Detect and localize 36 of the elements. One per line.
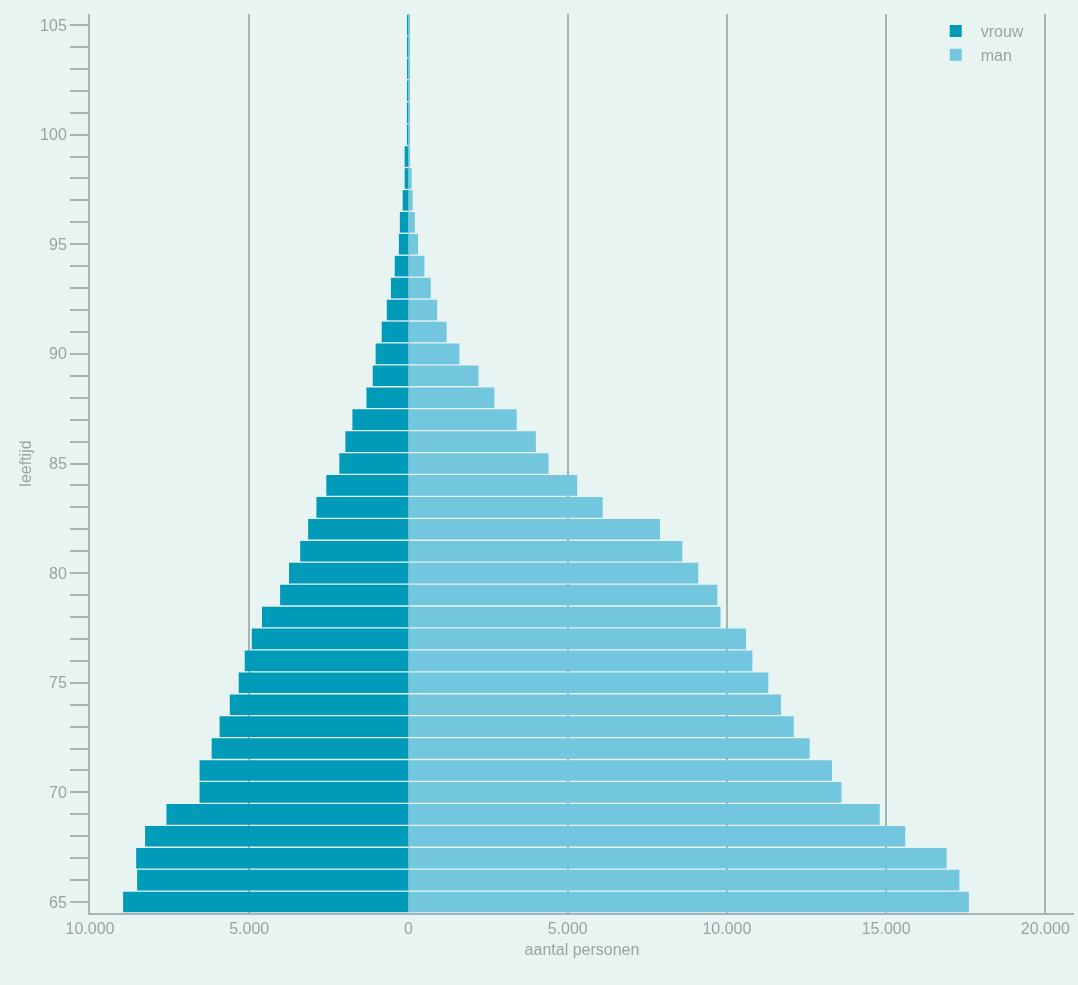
- bar: [390, 277, 409, 299]
- bar: [408, 299, 438, 321]
- bar: [251, 628, 409, 650]
- bar: [123, 891, 409, 913]
- y-axis-title: leeftijd: [17, 440, 35, 487]
- bar: [280, 584, 409, 606]
- bar: [408, 891, 969, 913]
- y-tick-label: 90: [49, 345, 67, 363]
- x-axis-title: aantal personen: [524, 941, 640, 959]
- x-tick-label: 0: [404, 920, 413, 938]
- bar: [408, 606, 721, 628]
- bar: [137, 869, 409, 891]
- bar: [408, 321, 447, 343]
- bar: [381, 321, 409, 343]
- y-tick-label: 105: [40, 16, 67, 34]
- bar: [408, 628, 746, 650]
- y-tick-label: 65: [49, 893, 67, 911]
- x-tick-label: 10.000: [702, 920, 752, 938]
- bar: [408, 277, 431, 299]
- bar: [261, 606, 409, 628]
- x-tick-label: 10.000: [65, 920, 115, 938]
- bar: [408, 869, 960, 891]
- y-tick-label: 75: [49, 674, 67, 692]
- x-tick-label: 20.000: [1020, 920, 1070, 938]
- x-tick-label: 5.000: [229, 920, 270, 938]
- y-tick-label: 95: [49, 235, 67, 253]
- y-tick-label: 85: [49, 455, 67, 473]
- y-tick-label: 100: [40, 126, 67, 144]
- y-tick-label: 70: [49, 784, 67, 801]
- y-tick-label: 80: [49, 564, 67, 582]
- legend-label: vrouw: [980, 23, 1024, 41]
- bar: [386, 299, 409, 321]
- legend-label: man: [980, 46, 1012, 64]
- x-tick-label: 5.000: [547, 920, 588, 938]
- bar: [408, 584, 718, 606]
- x-tick-label: 15.000: [861, 920, 911, 938]
